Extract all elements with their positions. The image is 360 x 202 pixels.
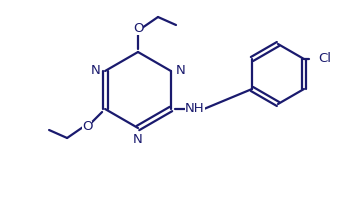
Text: NH: NH — [185, 102, 205, 116]
Text: N: N — [133, 133, 143, 146]
Text: N: N — [90, 63, 100, 77]
Text: O: O — [133, 21, 143, 35]
Text: O: O — [82, 121, 93, 134]
Text: Cl: Cl — [318, 53, 331, 65]
Text: N: N — [176, 63, 186, 77]
